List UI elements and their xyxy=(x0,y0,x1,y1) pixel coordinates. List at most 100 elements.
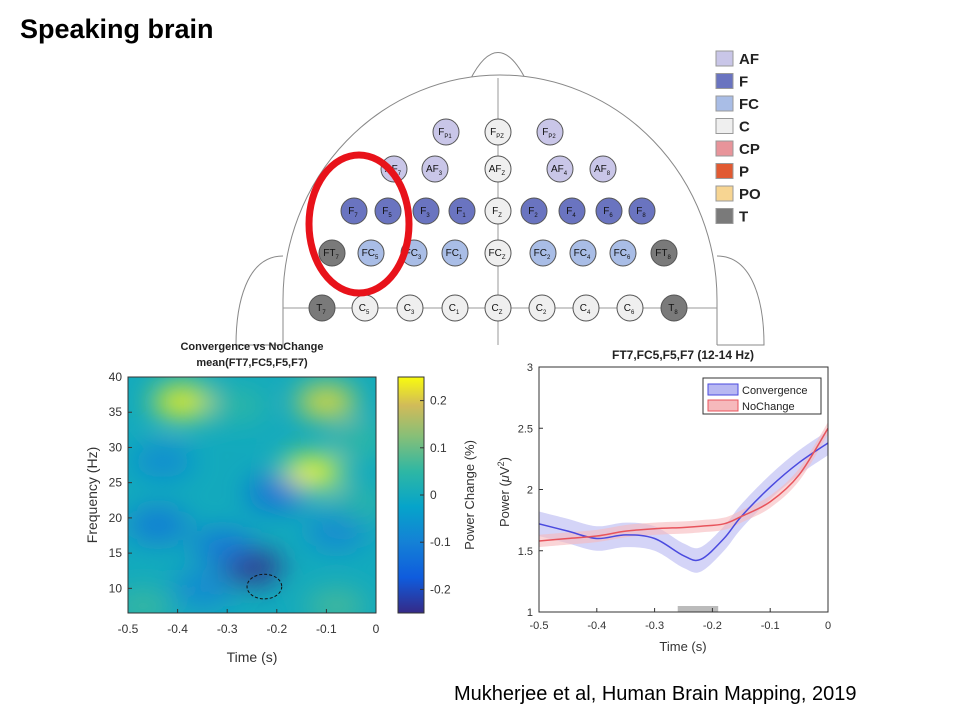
legend-swatch xyxy=(715,95,734,112)
electrode-fc4: FC4 xyxy=(569,239,597,267)
line-xtick-label: -0.4 xyxy=(587,620,606,632)
electrode-fc6: FC6 xyxy=(609,239,637,267)
electrode-f1: F1 xyxy=(448,197,476,225)
legend-item-c: C xyxy=(715,118,750,136)
legend-swatch-nochange xyxy=(707,399,739,412)
electrode-c4: C4 xyxy=(572,294,600,322)
electrode-label: C3 xyxy=(404,303,415,316)
electrode-circle xyxy=(484,294,512,322)
electrode-circle xyxy=(441,294,469,322)
electrode-subscript: Z xyxy=(502,171,506,177)
electrode-subscript: 8 xyxy=(642,213,646,219)
electrode-circle xyxy=(569,239,597,267)
line-legend: Convergence NoChange xyxy=(702,377,822,415)
electrode-fc1: FC1 xyxy=(441,239,469,267)
heatmap-xtick-label: -0.4 xyxy=(167,622,188,636)
heatmap-subtitle: mean(FT7,FC5,F5,F7) xyxy=(196,357,308,369)
electrode-subscript: Z xyxy=(502,255,506,261)
legend-swatch xyxy=(715,50,734,67)
electrode-label: C1 xyxy=(449,303,460,316)
electrode-label: FC5 xyxy=(362,248,379,261)
line-xtick-label: -0.5 xyxy=(530,620,549,632)
line-chart-title: FT7,FC5,F5,F7 (12-14 Hz) xyxy=(612,348,754,362)
line-chart: FT7,FC5,F5,F7 (12-14 Hz) -0.5 -0.4 -0.3 -0.2… xyxy=(496,348,831,654)
series-line-convergence xyxy=(539,442,828,562)
electrode-label: F5 xyxy=(382,206,392,219)
electrode-circle xyxy=(628,197,656,225)
line-ytick-label: 3 xyxy=(527,362,533,374)
electrode-af4: AF4 xyxy=(546,155,574,183)
electrode-subscript: 1 xyxy=(456,310,460,316)
electrode-circle xyxy=(421,155,449,183)
line-ylabel: Power (μV2) xyxy=(496,457,512,527)
electrode-circle xyxy=(396,294,424,322)
electrode-circle xyxy=(520,197,548,225)
electrode-circle xyxy=(484,155,512,183)
heatmap-ylabel: Frequency (Hz) xyxy=(84,447,100,543)
legend-swatch xyxy=(715,163,734,179)
electrode-subscript: 4 xyxy=(572,213,576,219)
colorbar xyxy=(397,376,425,614)
electrode-circle xyxy=(357,239,385,267)
electrode-circle xyxy=(484,118,512,146)
legend-swatch xyxy=(715,73,734,89)
heatmap-blob-6 xyxy=(192,530,253,563)
electrode-circle xyxy=(308,294,336,322)
electrode-subscript: 7 xyxy=(354,213,358,219)
legend-swatch-convergence xyxy=(707,383,739,396)
heatmap-ytick-label: 30 xyxy=(109,440,123,454)
electrode-f5: F5 xyxy=(374,197,402,225)
heatmap-blobs xyxy=(128,385,376,613)
legend-item-po: PO xyxy=(715,185,761,203)
electrode-fc5: FC5 xyxy=(357,239,385,267)
electrode-subscript: 8 xyxy=(667,255,671,261)
electrode-af3: AF3 xyxy=(421,155,449,183)
electrode-circle xyxy=(546,155,574,183)
right-ear xyxy=(716,255,765,346)
heatmap-xtick-label: 0 xyxy=(373,622,380,636)
electrode-subscript: 3 xyxy=(411,310,415,316)
electrode-f2: F2 xyxy=(520,197,548,225)
electrode-subscript: PZ xyxy=(496,134,504,140)
legend-item-t: T xyxy=(715,208,748,226)
legend-label: P xyxy=(739,164,749,181)
electrode-circle xyxy=(412,197,440,225)
electrode-circle xyxy=(589,155,617,183)
electrode-label: FC6 xyxy=(614,248,631,261)
electrode-t7: T7 xyxy=(308,294,336,322)
electrode-af8: AF8 xyxy=(589,155,617,183)
electrode-circle xyxy=(484,197,512,225)
heatmap-blob-3 xyxy=(331,424,376,457)
colorbar-tick-label: -0.2 xyxy=(430,582,451,596)
line-xlabel: Time (s) xyxy=(659,639,706,654)
electrode-subscript: 2 xyxy=(534,213,538,219)
electrode-subscript: 6 xyxy=(631,310,635,316)
legend-swatch xyxy=(715,185,734,202)
electrode-label: AF3 xyxy=(426,164,443,177)
electrode-ft8: FT8 xyxy=(650,239,678,267)
electrode-label: F2 xyxy=(528,206,538,219)
electrode-label: AF4 xyxy=(551,164,568,177)
electrode-c2: C2 xyxy=(528,294,556,322)
electrode-label: T7 xyxy=(316,303,326,316)
heatmap-ytick-label: 35 xyxy=(109,405,123,419)
line-ytick-label: 2.5 xyxy=(518,423,533,435)
significance-contour xyxy=(246,573,283,600)
colorbar-tick-label: 0 xyxy=(430,488,437,502)
heatmap-ytick-label: 10 xyxy=(109,581,123,595)
electrode-circle xyxy=(529,239,557,267)
electrode-circle xyxy=(609,239,637,267)
line-xtick-label: -0.3 xyxy=(645,620,664,632)
electrode-circle xyxy=(595,197,623,225)
heatmap-blob-4 xyxy=(207,389,268,422)
significance-bar xyxy=(677,606,719,612)
electrode-label: T8 xyxy=(668,303,678,316)
legend-label: T xyxy=(739,209,748,226)
electrode-subscript: 2 xyxy=(543,310,547,316)
electrode-label: F7 xyxy=(348,206,358,219)
heatmap-blob-9 xyxy=(132,445,193,478)
ylabel-base: Power ( xyxy=(497,482,512,527)
